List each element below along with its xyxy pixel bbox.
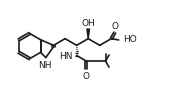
Text: HO: HO	[123, 35, 136, 44]
Text: O: O	[112, 22, 119, 31]
Polygon shape	[87, 29, 89, 39]
Text: OH: OH	[81, 19, 95, 28]
Text: HN: HN	[59, 52, 73, 61]
Text: NH: NH	[38, 61, 52, 70]
Text: O: O	[83, 72, 90, 81]
